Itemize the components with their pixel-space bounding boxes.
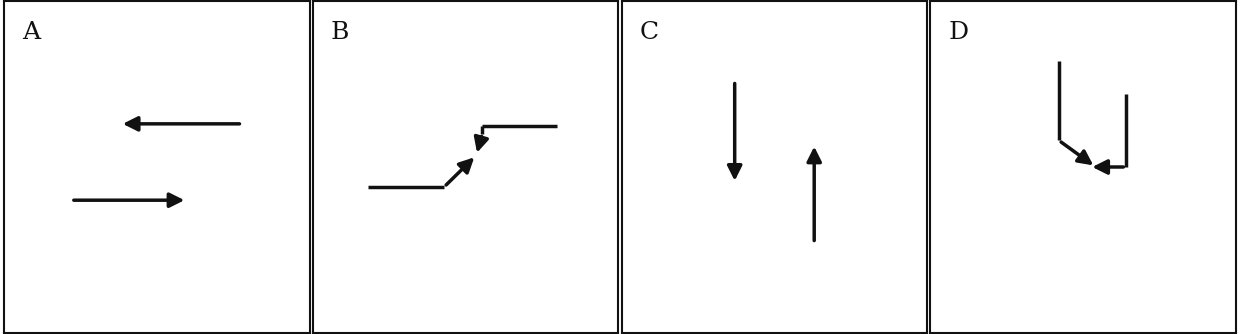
Text: A: A	[22, 21, 40, 44]
Text: C: C	[640, 21, 658, 44]
Text: D: D	[949, 21, 968, 44]
Text: B: B	[331, 21, 350, 44]
